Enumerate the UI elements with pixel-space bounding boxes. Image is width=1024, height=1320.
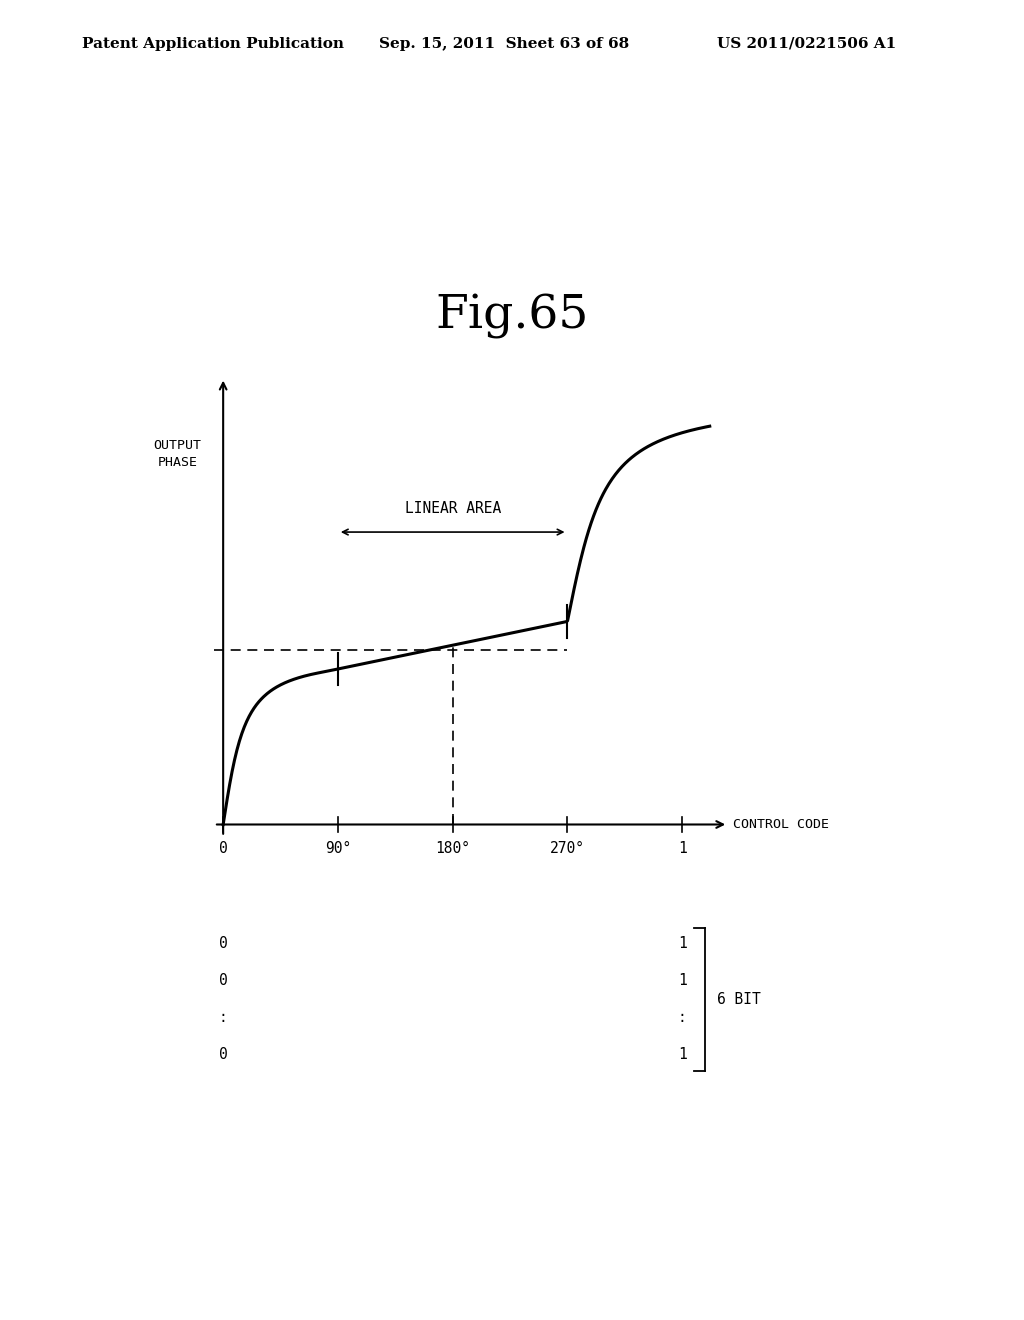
Text: 180°: 180° bbox=[435, 841, 470, 855]
Text: 0: 0 bbox=[219, 936, 227, 952]
Text: 6 BIT: 6 BIT bbox=[717, 991, 761, 1007]
Text: :: : bbox=[219, 1010, 227, 1026]
Text: Sep. 15, 2011  Sheet 63 of 68: Sep. 15, 2011 Sheet 63 of 68 bbox=[379, 37, 629, 50]
Text: Fig.65: Fig.65 bbox=[435, 294, 589, 339]
Text: OUTPUT
PHASE: OUTPUT PHASE bbox=[154, 438, 202, 469]
Text: 270°: 270° bbox=[550, 841, 585, 855]
Text: :: : bbox=[678, 1010, 686, 1026]
Text: 90°: 90° bbox=[325, 841, 351, 855]
Text: 1: 1 bbox=[678, 1047, 686, 1063]
Text: Patent Application Publication: Patent Application Publication bbox=[82, 37, 344, 50]
Text: CONTROL CODE: CONTROL CODE bbox=[733, 818, 828, 832]
Text: LINEAR AREA: LINEAR AREA bbox=[404, 500, 501, 516]
Text: 1: 1 bbox=[678, 936, 686, 952]
Text: 0: 0 bbox=[219, 841, 227, 855]
Text: 1: 1 bbox=[678, 841, 686, 855]
Text: US 2011/0221506 A1: US 2011/0221506 A1 bbox=[717, 37, 896, 50]
Text: 0: 0 bbox=[219, 1047, 227, 1063]
Text: 0: 0 bbox=[219, 973, 227, 989]
Text: 1: 1 bbox=[678, 973, 686, 989]
